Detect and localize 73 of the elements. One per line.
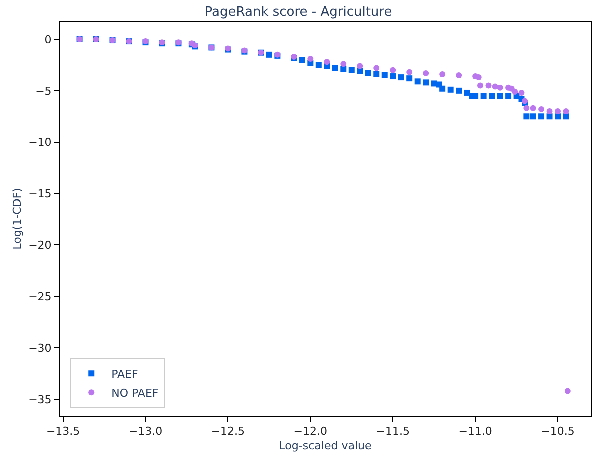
point: [299, 57, 306, 64]
point: [489, 93, 496, 100]
point: [464, 90, 470, 96]
point: [497, 84, 504, 91]
x-tick-label: −13.5: [46, 425, 80, 438]
point: [332, 65, 338, 72]
point: [546, 108, 553, 114]
x-tick-label: −13.0: [128, 425, 163, 438]
point: [538, 106, 545, 112]
point: [555, 114, 562, 120]
x-tick-label: −12.0: [294, 425, 328, 438]
y-axis-title: Log(1-CDF): [11, 188, 24, 250]
y-tick-label: −10: [28, 136, 52, 150]
point: [530, 114, 536, 120]
point: [440, 86, 446, 92]
point: [524, 105, 530, 112]
point: [414, 78, 421, 85]
point: [423, 80, 430, 86]
point: [563, 108, 570, 114]
x-tick-label: −11.5: [376, 425, 410, 438]
point: [497, 93, 504, 100]
point: [478, 82, 484, 89]
y-tick-label: −15: [28, 188, 52, 201]
point: [448, 86, 454, 93]
legend-label: PAEF: [112, 368, 138, 381]
x-tick-label: −11.0: [458, 425, 492, 438]
point: [563, 114, 570, 120]
chart-title: PageRank score - Agriculture: [204, 4, 392, 20]
point: [512, 88, 518, 95]
point: [486, 82, 492, 89]
x-tick-label: −12.5: [211, 425, 246, 438]
point: [324, 59, 330, 66]
y-tick-label: −30: [28, 342, 52, 355]
y-tick-label: −25: [28, 290, 52, 304]
point: [518, 90, 525, 96]
point: [316, 62, 322, 68]
point: [398, 74, 404, 81]
point: [382, 72, 388, 78]
point: [390, 67, 396, 74]
point: [406, 69, 413, 76]
point: [524, 114, 530, 120]
point: [456, 88, 462, 94]
y-tick-label: −35: [28, 393, 52, 406]
point: [357, 68, 364, 74]
point: [406, 76, 413, 82]
point: [538, 114, 545, 120]
point: [472, 93, 479, 100]
point: [357, 63, 364, 70]
point: [266, 52, 272, 58]
y-tick-label: −5: [36, 84, 52, 98]
point: [374, 65, 380, 72]
point: [308, 56, 314, 62]
point: [348, 67, 355, 74]
point: [374, 71, 380, 78]
point: [506, 93, 512, 100]
point: [456, 72, 462, 78]
point: [564, 388, 571, 394]
x-axis-title: Log-scaled value: [279, 439, 372, 452]
point: [555, 108, 562, 114]
point: [480, 93, 487, 100]
x-tick-label: −10.5: [541, 425, 575, 438]
point: [340, 66, 347, 72]
point: [340, 61, 347, 68]
y-tick-label: −20: [28, 239, 52, 252]
point: [546, 114, 553, 120]
legend-label: NO PAEF: [112, 386, 159, 400]
point: [440, 71, 446, 78]
point: [530, 105, 536, 112]
point: [390, 74, 396, 80]
point: [365, 70, 372, 76]
y-tick-label: 0: [44, 33, 52, 46]
point: [492, 84, 498, 90]
point: [423, 70, 430, 76]
